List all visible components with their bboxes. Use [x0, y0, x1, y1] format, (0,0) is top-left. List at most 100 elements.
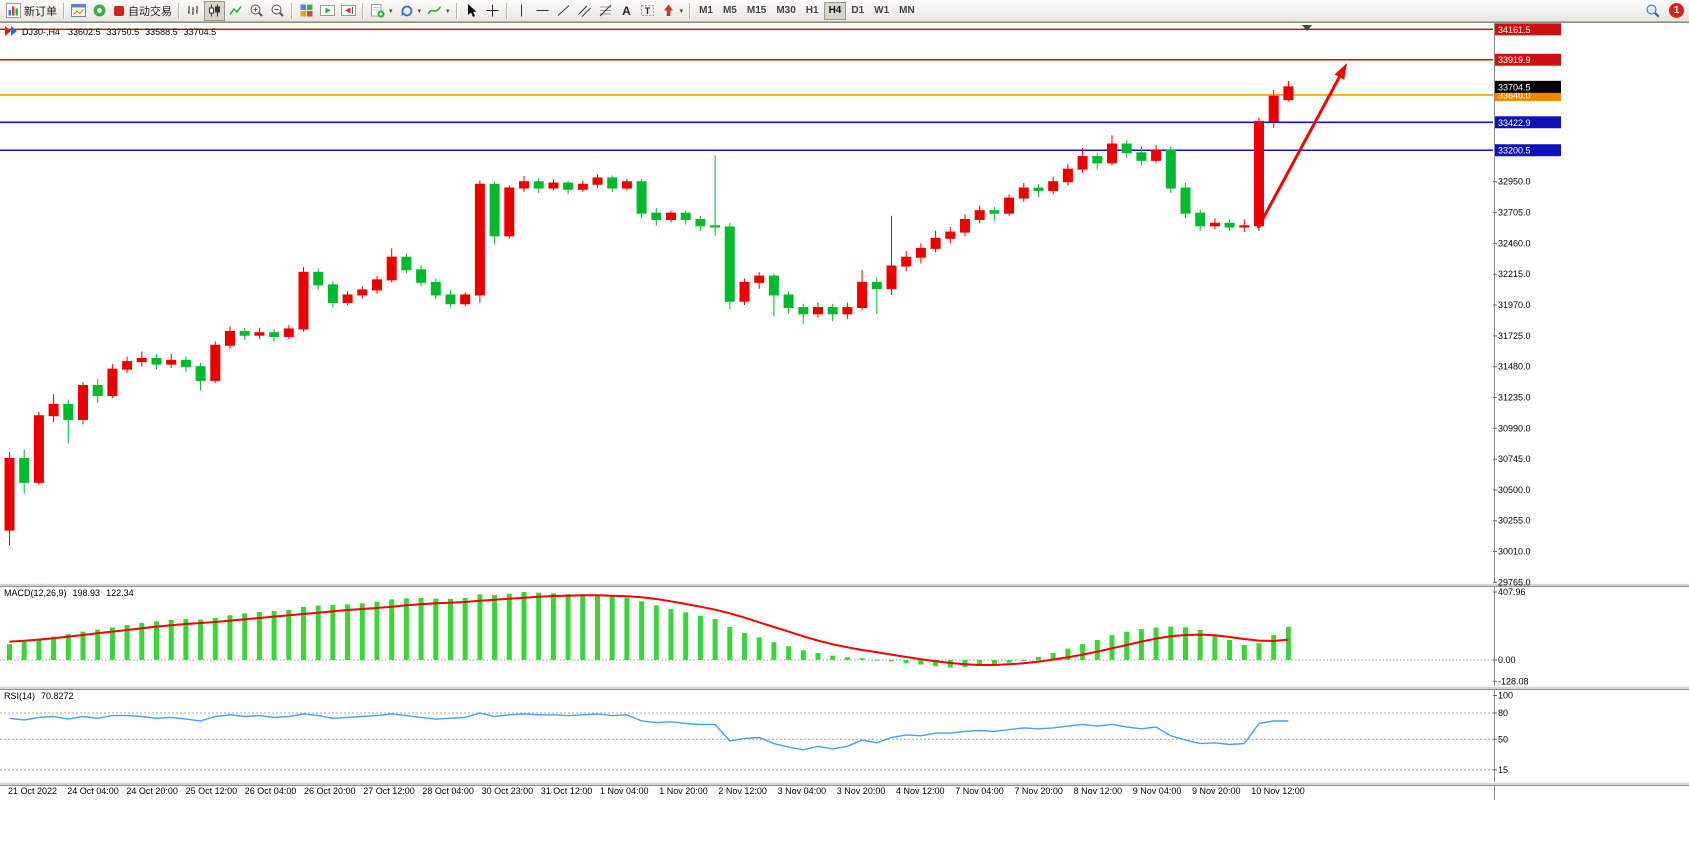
dropdown-caret: ▾ [417, 7, 422, 15]
svg-text:0.00: 0.00 [1498, 655, 1516, 665]
auto-scroll-button[interactable] [317, 1, 338, 21]
text-icon: A [622, 4, 631, 18]
candlestick-chart-icon [209, 4, 220, 17]
auto-trading-button[interactable]: 自动交易 [110, 1, 175, 21]
timeframe-m1[interactable]: M1 [694, 2, 718, 20]
indicators-button[interactable]: ▾ [424, 1, 453, 21]
svg-text:26 Oct 04:00: 26 Oct 04:00 [245, 786, 297, 796]
toolbar-separator [63, 2, 65, 19]
channel-tool-button[interactable] [574, 1, 595, 21]
svg-text:30745.0: 30745.0 [1498, 454, 1531, 464]
svg-text:30010.0: 30010.0 [1498, 547, 1531, 557]
text-label-tool-button[interactable]: T [637, 1, 658, 21]
svg-text:31725.0: 31725.0 [1498, 331, 1531, 341]
toolbar-separator [455, 2, 458, 19]
timeframe-h4[interactable]: H4 [823, 1, 847, 20]
timeframe-d1[interactable]: D1 [846, 2, 869, 20]
crosshair-tool-button[interactable] [482, 1, 503, 21]
text-label-icon: T [640, 5, 654, 16]
cursor-tool-button[interactable] [461, 1, 482, 21]
zoom-in-button[interactable] [246, 1, 267, 21]
trendline-tool-button[interactable] [553, 1, 574, 21]
price-axis[interactable]: 32950.0 32705.0 32460.0 32215.0 31970.0 31725… [1493, 23, 1561, 587]
svg-text:30500.0: 30500.0 [1498, 485, 1531, 495]
svg-text:1 Nov 04:00: 1 Nov 04:00 [600, 786, 649, 796]
svg-text:30255.0: 30255.0 [1498, 516, 1531, 526]
timeframe-m5[interactable]: M5 [718, 2, 742, 20]
svg-text:32215.0: 32215.0 [1498, 269, 1531, 279]
svg-text:3 Nov 20:00: 3 Nov 20:00 [837, 786, 886, 796]
new-order-icon [6, 3, 21, 18]
svg-text:10 Nov 12:00: 10 Nov 12:00 [1251, 786, 1305, 796]
charts-window-button[interactable] [68, 1, 89, 21]
svg-text:33919.9: 33919.9 [1498, 55, 1531, 65]
svg-text:30990.0: 30990.0 [1498, 423, 1531, 433]
horizontal-price-lines[interactable] [0, 28, 1493, 152]
timeframe-m15[interactable]: M15 [742, 2, 771, 20]
chart-shift-button[interactable] [338, 1, 359, 21]
horizontal-line-tool-button[interactable] [532, 1, 553, 21]
new-order-button[interactable]: 新订单 [3, 1, 60, 21]
vertical-line-icon [520, 4, 522, 17]
tile-windows-button[interactable] [296, 1, 317, 21]
zoom-in-icon [250, 4, 263, 17]
cursor-icon [467, 4, 477, 17]
candlestick-chart-type-button[interactable] [204, 0, 225, 21]
svg-text:31480.0: 31480.0 [1498, 362, 1531, 372]
market-watch-icon [93, 4, 106, 17]
timeframe-w1[interactable]: W1 [869, 2, 894, 20]
time-axis[interactable]: 21 Oct 2022 24 Oct 04:00 24 Oct 20:00 25 Oc… [8, 786, 1305, 796]
profiles-button[interactable]: ▾ [396, 1, 425, 21]
arrow-object-icon [663, 4, 673, 16]
candlestick-series [4, 81, 1294, 546]
svg-text:33704.5: 33704.5 [1498, 82, 1531, 92]
crosshair-icon [486, 4, 499, 17]
market-watch-button[interactable] [89, 1, 110, 21]
line-chart-type-button[interactable] [225, 1, 246, 21]
horizontal-line-icon [536, 10, 549, 11]
svg-text:27 Oct 12:00: 27 Oct 12:00 [363, 786, 415, 796]
toolbar-separator [362, 2, 364, 19]
rsi-line [9, 712, 1289, 751]
timeframe-h1[interactable]: H1 [801, 2, 824, 20]
trend-arrow-annotation[interactable] [1256, 63, 1347, 229]
svg-text:407.96: 407.96 [1498, 587, 1526, 597]
bar-chart-type-button[interactable] [183, 1, 204, 21]
svg-text:50: 50 [1498, 734, 1508, 744]
notification-badge[interactable]: 1 [1669, 3, 1684, 18]
svg-text:80: 80 [1498, 708, 1508, 718]
svg-text:21 Oct 2022: 21 Oct 2022 [8, 786, 57, 796]
svg-text:2 Nov 12:00: 2 Nov 12:00 [718, 786, 767, 796]
svg-text:8 Nov 12:00: 8 Nov 12:00 [1074, 786, 1123, 796]
svg-text:9 Nov 04:00: 9 Nov 04:00 [1133, 786, 1182, 796]
text-tool-button[interactable]: A [616, 1, 637, 21]
panel-frames [0, 22, 1689, 800]
svg-text:31970.0: 31970.0 [1498, 300, 1531, 310]
svg-text:26 Oct 20:00: 26 Oct 20:00 [304, 786, 356, 796]
dropdown-caret: ▾ [446, 7, 450, 15]
fibonacci-tool-button[interactable] [595, 1, 616, 21]
vertical-line-tool-button[interactable] [511, 1, 532, 21]
main-toolbar: 新订单 自动交易 [0, 0, 1689, 22]
arrows-tool-button[interactable]: ▾ [658, 1, 687, 21]
svg-text:1 Nov 20:00: 1 Nov 20:00 [659, 786, 708, 796]
auto-trading-label: 自动交易 [128, 5, 172, 18]
svg-text:29765.0: 29765.0 [1498, 577, 1531, 587]
toolbar-separator [689, 2, 692, 19]
timeframe-mn[interactable]: MN [894, 2, 920, 20]
search-button[interactable] [1642, 1, 1664, 21]
svg-text:30 Oct 23:00: 30 Oct 23:00 [482, 786, 534, 796]
chart-shift-marker[interactable] [1302, 25, 1312, 31]
zoom-out-button[interactable] [267, 1, 288, 21]
toolbar-separator [291, 2, 293, 19]
indicators-icon [427, 6, 442, 15]
svg-text:33200.5: 33200.5 [1498, 146, 1531, 156]
svg-text:24 Oct 20:00: 24 Oct 20:00 [126, 786, 178, 796]
timeframe-m30[interactable]: M30 [771, 2, 800, 20]
svg-text:9 Nov 20:00: 9 Nov 20:00 [1192, 786, 1241, 796]
toolbar-separator [505, 2, 508, 19]
svg-text:32460.0: 32460.0 [1498, 238, 1531, 248]
new-chart-button[interactable]: ▾ [367, 1, 396, 21]
